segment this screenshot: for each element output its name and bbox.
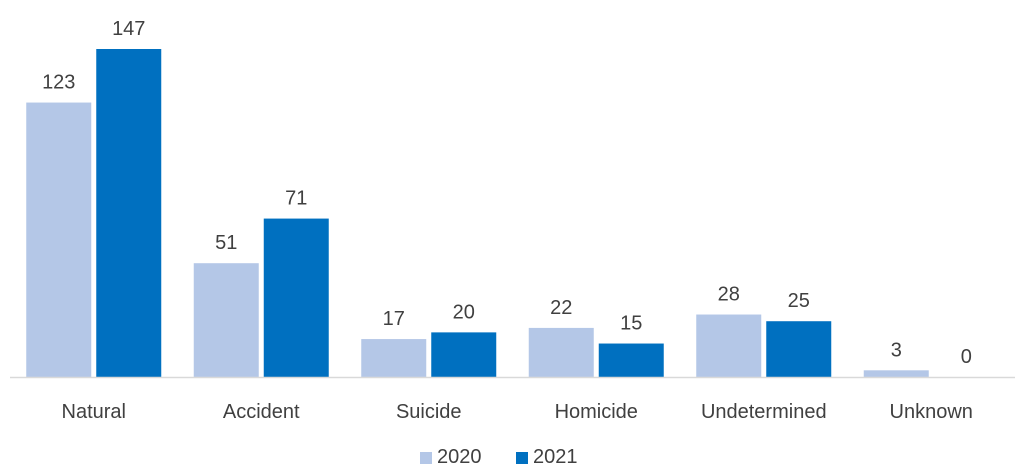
bar-undetermined-2020 (696, 314, 762, 377)
value-label-accident-2021: 71 (285, 188, 307, 210)
value-label-natural-2021: 147 (112, 18, 145, 40)
value-label-unknown-2021: 0 (961, 346, 972, 368)
value-label-homicide-2020: 22 (550, 297, 572, 319)
legend-swatch-2021 (516, 452, 528, 464)
category-label-unknown: Unknown (890, 401, 973, 423)
legend-swatch-2020 (420, 452, 432, 464)
value-label-suicide-2021: 20 (453, 301, 475, 323)
category-label-accident: Accident (223, 401, 300, 423)
bars-group (26, 49, 929, 377)
category-label-natural: Natural (62, 401, 126, 423)
bar-suicide-2021 (431, 332, 497, 377)
value-label-suicide-2020: 17 (383, 308, 405, 330)
bar-homicide-2020 (528, 327, 594, 377)
bar-natural-2021 (96, 49, 162, 377)
legend-label-2020: 2020 (437, 446, 482, 468)
bar-homicide-2021 (598, 343, 664, 377)
value-label-natural-2020: 123 (42, 72, 75, 94)
category-label-undetermined: Undetermined (701, 401, 827, 423)
value-label-accident-2020: 51 (215, 232, 237, 254)
legend: 2020 2021 (420, 446, 578, 468)
category-label-suicide: Suicide (396, 401, 462, 423)
legend-label-2021: 2021 (533, 446, 578, 468)
category-label-homicide: Homicide (555, 401, 638, 423)
value-label-unknown-2020: 3 (891, 339, 902, 361)
bar-accident-2020 (193, 263, 259, 377)
value-label-undetermined-2021: 25 (788, 290, 810, 312)
bar-unknown-2020 (863, 370, 929, 377)
bar-suicide-2020 (361, 339, 427, 377)
category-labels-group: Natural Accident Suicide Homicide Undetermin… (62, 401, 973, 423)
value-label-undetermined-2020: 28 (718, 284, 740, 306)
bar-undetermined-2021 (766, 321, 832, 377)
bar-natural-2020 (26, 102, 92, 377)
value-labels-group: 123 147 51 71 17 20 22 15 28 25 3 0 (42, 18, 972, 368)
bar-accident-2021 (263, 218, 329, 377)
value-label-homicide-2021: 15 (620, 313, 642, 335)
